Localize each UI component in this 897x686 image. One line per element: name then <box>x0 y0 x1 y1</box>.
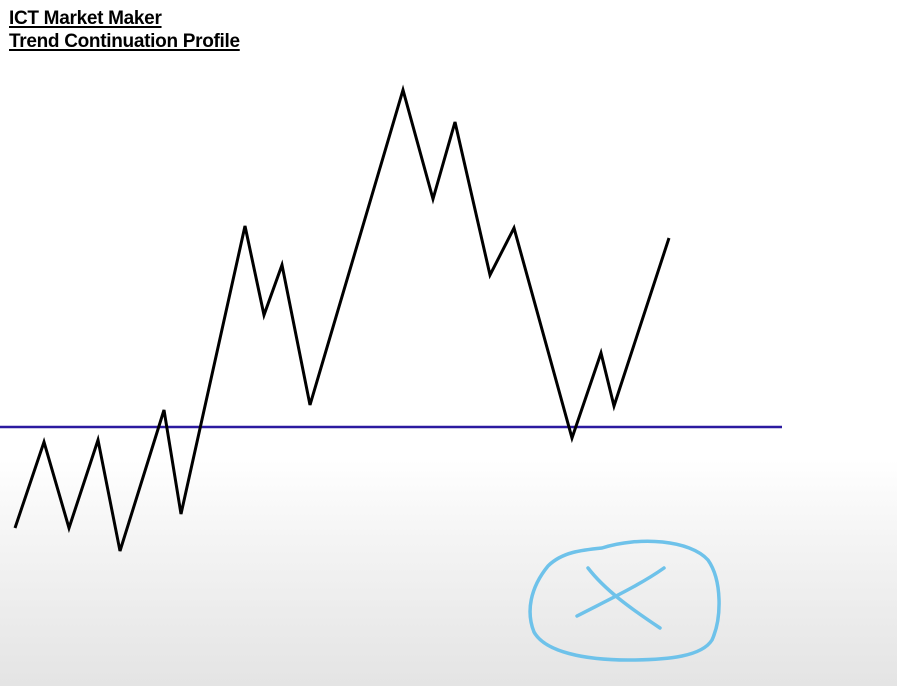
annotation-circle <box>528 539 721 662</box>
annotation-x-stroke-2 <box>575 566 666 618</box>
title-block: ICT Market Maker Trend Continuation Prof… <box>9 7 240 53</box>
circled-x-icon <box>528 539 721 662</box>
price-zigzag-line <box>13 84 671 552</box>
title-line-1: ICT Market Maker <box>9 8 162 29</box>
annotation-x-stroke-1 <box>586 566 662 630</box>
title-line-2: Trend Continuation Profile <box>9 31 240 52</box>
